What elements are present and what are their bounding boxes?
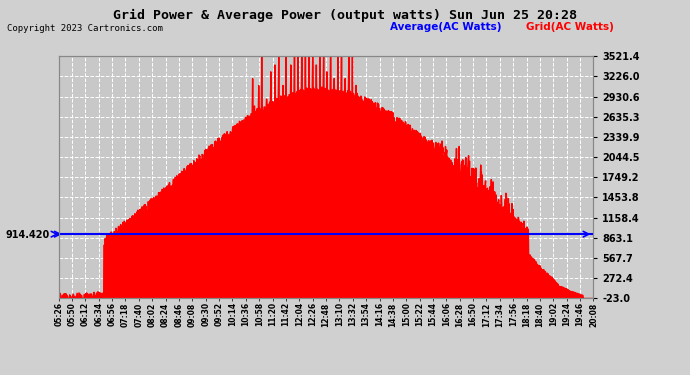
Text: Grid Power & Average Power (output watts) Sun Jun 25 20:28: Grid Power & Average Power (output watts…	[113, 9, 577, 22]
Text: Average(AC Watts): Average(AC Watts)	[390, 22, 502, 33]
Text: Grid(AC Watts): Grid(AC Watts)	[526, 22, 613, 33]
Text: Copyright 2023 Cartronics.com: Copyright 2023 Cartronics.com	[7, 24, 163, 33]
